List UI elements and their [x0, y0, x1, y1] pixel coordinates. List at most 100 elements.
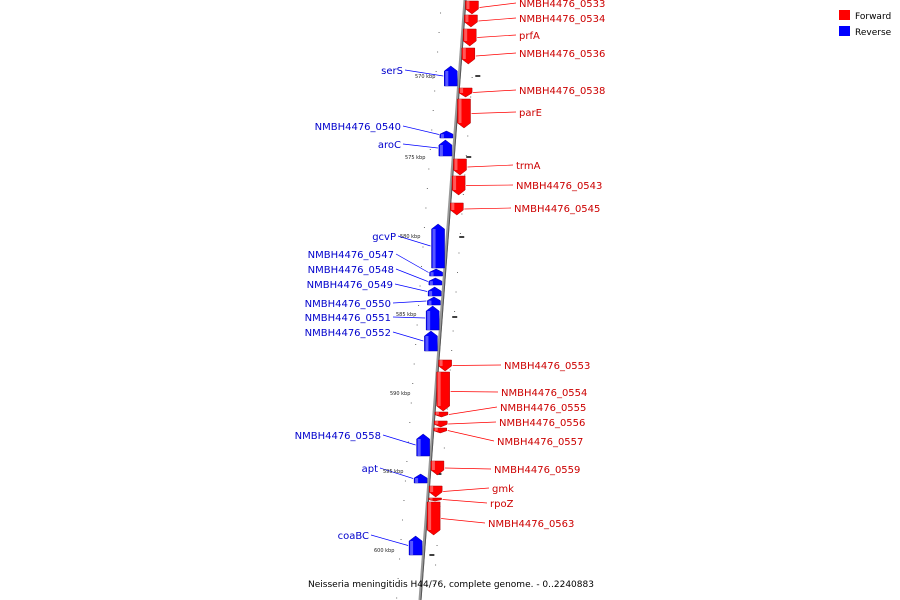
- gene-nmbh4476_0543-arrow[interactable]: [451, 175, 466, 196]
- gene-label-nmbh4476_0557[interactable]: NMBH4476_0557: [497, 437, 583, 448]
- gene-leader-line: [478, 17, 517, 22]
- gene-label-prfa[interactable]: prfA: [519, 31, 540, 42]
- gene-leader-line: [397, 235, 431, 247]
- gene-leader-line: [402, 125, 439, 135]
- gene-nmbh4476_0557-arrow[interactable]: [433, 427, 447, 434]
- gene-label-nmbh4476_0556[interactable]: NMBH4476_0556: [499, 418, 585, 429]
- gene-nmbh4476_0558-arrow[interactable]: [416, 433, 430, 457]
- gene-label-nmbh4476_0563[interactable]: NMBH4476_0563: [488, 519, 574, 530]
- gene-prfa-arrow[interactable]: [462, 28, 477, 47]
- gene-leader-line: [447, 430, 495, 442]
- gene-highlight: [425, 336, 429, 351]
- gene-nmbh4476_0551-arrow[interactable]: [425, 305, 440, 331]
- gene-label-nmbh4476_0533[interactable]: NMBH4476_0533: [519, 0, 605, 10]
- gene-sers-arrow[interactable]: [444, 65, 458, 87]
- gene-highlight: [430, 486, 434, 493]
- gene-label-nmbh4476_0551[interactable]: NMBH4476_0551: [305, 313, 391, 324]
- gene-label-trma[interactable]: trmA: [516, 161, 541, 172]
- gene-leader-line: [442, 499, 488, 504]
- gene-leader-line: [392, 300, 427, 304]
- scale-label: 590 kbp: [390, 391, 410, 397]
- gene-highlight: [432, 229, 436, 268]
- gene-leader-line: [395, 253, 429, 273]
- gene-highlight: [462, 48, 466, 59]
- gene-label-nmbh4476_0555[interactable]: NMBH4476_0555: [500, 403, 586, 414]
- gene-highlight: [415, 478, 419, 483]
- legend-forward-label: Forward: [855, 12, 891, 22]
- gene-nmbh4476_0555-arrow[interactable]: [434, 411, 449, 418]
- gene-label-nmbh4476_0536[interactable]: NMBH4476_0536: [519, 49, 605, 60]
- scale-label: 580 kbp: [400, 234, 420, 240]
- gene-rpoz-arrow[interactable]: [428, 497, 442, 502]
- gene-label-nmbh4476_0538[interactable]: NMBH4476_0538: [519, 86, 605, 97]
- gene-apt-arrow[interactable]: [413, 473, 428, 484]
- gene-nmbh4476_0545-arrow[interactable]: [450, 202, 464, 216]
- gene-leader-line: [466, 184, 514, 186]
- gene-nmbh4476_0548-arrow[interactable]: [428, 277, 443, 286]
- gene-label-coabc[interactable]: coaBC: [338, 531, 369, 542]
- gene-label-nmbh4476_0552[interactable]: NMBH4476_0552: [305, 328, 391, 339]
- gene-label-sers[interactable]: serS: [381, 66, 403, 77]
- gene-highlight: [451, 203, 455, 210]
- gene-nmbh4476_0554-arrow[interactable]: [436, 371, 450, 412]
- gene-leader-line: [370, 534, 409, 546]
- gene-leader-line: [471, 111, 517, 114]
- gene-nmbh4476_0536-arrow[interactable]: [461, 47, 476, 65]
- gene-label-nmbh4476_0554[interactable]: NMBH4476_0554: [501, 388, 587, 399]
- gene-highlight: [427, 311, 431, 330]
- gene-nmbh4476_0563-arrow[interactable]: [426, 501, 441, 536]
- gene-label-nmbh4476_0548[interactable]: NMBH4476_0548: [308, 265, 394, 276]
- backbone-line: [418, 0, 467, 600]
- legend: Forward Reverse: [839, 10, 892, 38]
- gene-label-nmbh4476_0553[interactable]: NMBH4476_0553: [504, 361, 590, 372]
- gene-highlight: [434, 428, 438, 431]
- gene-highlight: [435, 412, 439, 415]
- gene-label-gcvp[interactable]: gcvP: [372, 232, 396, 243]
- gene-gmk-arrow[interactable]: [428, 485, 443, 498]
- gene-nmbh4476_0549-arrow[interactable]: [427, 286, 442, 297]
- gene-label-gmk[interactable]: gmk: [492, 484, 514, 495]
- gene-aroc-arrow[interactable]: [438, 139, 453, 157]
- gene-label-nmbh4476_0558[interactable]: NMBH4476_0558: [295, 431, 381, 442]
- gene-nmbh4476_0540-arrow[interactable]: [439, 130, 454, 139]
- gene-nmbh4476_0552-arrow[interactable]: [424, 330, 438, 352]
- gene-nmbh4476_0553-arrow[interactable]: [438, 359, 452, 372]
- gene-highlight: [464, 29, 468, 41]
- gene-highlight: [435, 421, 439, 425]
- gene-label-nmbh4476_0545[interactable]: NMBH4476_0545: [514, 204, 600, 215]
- legend-forward-swatch: [839, 10, 850, 20]
- gene-nmbh4476_0547-arrow[interactable]: [429, 268, 443, 277]
- gene-label-nmbh4476_0534[interactable]: NMBH4476_0534: [519, 14, 605, 25]
- gene-nmbh4476_0533-arrow[interactable]: [465, 0, 479, 15]
- gene-gcvp-arrow[interactable]: [431, 223, 445, 269]
- gene-label-nmbh4476_0559[interactable]: NMBH4476_0559: [494, 465, 580, 476]
- gene-label-nmbh4476_0550[interactable]: NMBH4476_0550: [305, 299, 391, 310]
- gene-label-nmbh4476_0549[interactable]: NMBH4476_0549: [307, 280, 393, 291]
- gene-nmbh4476_0559-arrow[interactable]: [430, 460, 445, 476]
- gene-trma-arrow[interactable]: [453, 158, 467, 176]
- gene-leader-line: [444, 467, 492, 470]
- gene-label-nmbh4476_0540[interactable]: NMBH4476_0540: [315, 122, 401, 133]
- gene-nmbh4476_0538-arrow[interactable]: [458, 87, 473, 98]
- gene-label-apt[interactable]: apt: [362, 464, 378, 475]
- gene-pare-arrow[interactable]: [457, 98, 471, 129]
- gene-highlight: [440, 134, 444, 138]
- gene-leader-line: [395, 268, 429, 282]
- gene-label-aroc[interactable]: aroC: [378, 140, 401, 151]
- gene-leader-line: [479, 2, 517, 8]
- gene-nmbh4476_0534-arrow[interactable]: [464, 14, 478, 28]
- gene-label-nmbh4476_0547[interactable]: NMBH4476_0547: [308, 250, 394, 261]
- gene-highlight: [410, 541, 414, 555]
- gene-nmbh4476_0556-arrow[interactable]: [433, 420, 448, 428]
- gene-label-pare[interactable]: parE: [519, 108, 542, 119]
- gene-highlight: [429, 498, 433, 500]
- gene-highlight: [437, 372, 441, 406]
- gene-nmbh4476_0550-arrow[interactable]: [427, 296, 441, 306]
- gene-leader-line: [448, 421, 497, 425]
- gene-label-rpoz[interactable]: rpoZ: [490, 499, 514, 510]
- gene-coabc-arrow[interactable]: [408, 535, 423, 556]
- gene-highlight: [431, 461, 435, 470]
- gene-label-nmbh4476_0543[interactable]: NMBH4476_0543: [516, 181, 602, 192]
- gene-highlight: [417, 439, 421, 456]
- gene-highlight: [454, 159, 458, 170]
